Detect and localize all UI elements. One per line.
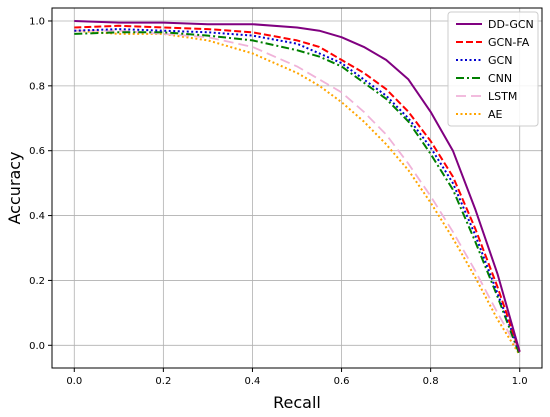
y-tick-label: 1.0 (29, 16, 45, 27)
series-line-dd-gcn (74, 20, 521, 353)
x-tick-label: 0.2 (155, 376, 171, 387)
x-axis-title: Recall (273, 393, 321, 412)
legend-label: LSTM (488, 90, 517, 103)
x-tick-label: 0.0 (66, 376, 82, 387)
legend-label: CNN (488, 72, 512, 85)
x-ticks: 0.0 0.2 0.4 0.6 0.8 1.0 (66, 368, 528, 387)
legend-label: GCN-FA (488, 36, 530, 49)
y-tick-label: 0.6 (29, 146, 45, 157)
plot-frame (51, 7, 543, 369)
y-axis-title: Accuracy (5, 151, 24, 224)
y-ticks: 0.0 0.2 0.4 0.6 0.8 1.0 (29, 16, 52, 352)
x-tick-label: 1.0 (512, 376, 528, 387)
series-line-ae (74, 29, 521, 356)
series-line-gcn-fa (74, 24, 521, 353)
legend-label: DD-GCN (488, 18, 534, 31)
series-line-lstm (74, 29, 521, 353)
legend-box (447, 11, 539, 127)
series-line-cnn (74, 31, 521, 356)
y-tick-label: 0.0 (29, 341, 45, 352)
x-tick-label: 0.4 (245, 376, 261, 387)
x-tick-label: 0.6 (334, 376, 350, 387)
legend-label: AE (488, 108, 503, 121)
y-tick-label: 0.8 (29, 81, 45, 92)
legend: DD-GCN GCN-FA GCN CNN LSTM AE (447, 11, 539, 127)
legend-label: GCN (488, 54, 512, 67)
series-layer (74, 20, 521, 356)
y-tick-label: 0.4 (29, 211, 45, 222)
x-tick-label: 0.8 (423, 376, 439, 387)
y-tick-label: 0.2 (29, 276, 45, 287)
